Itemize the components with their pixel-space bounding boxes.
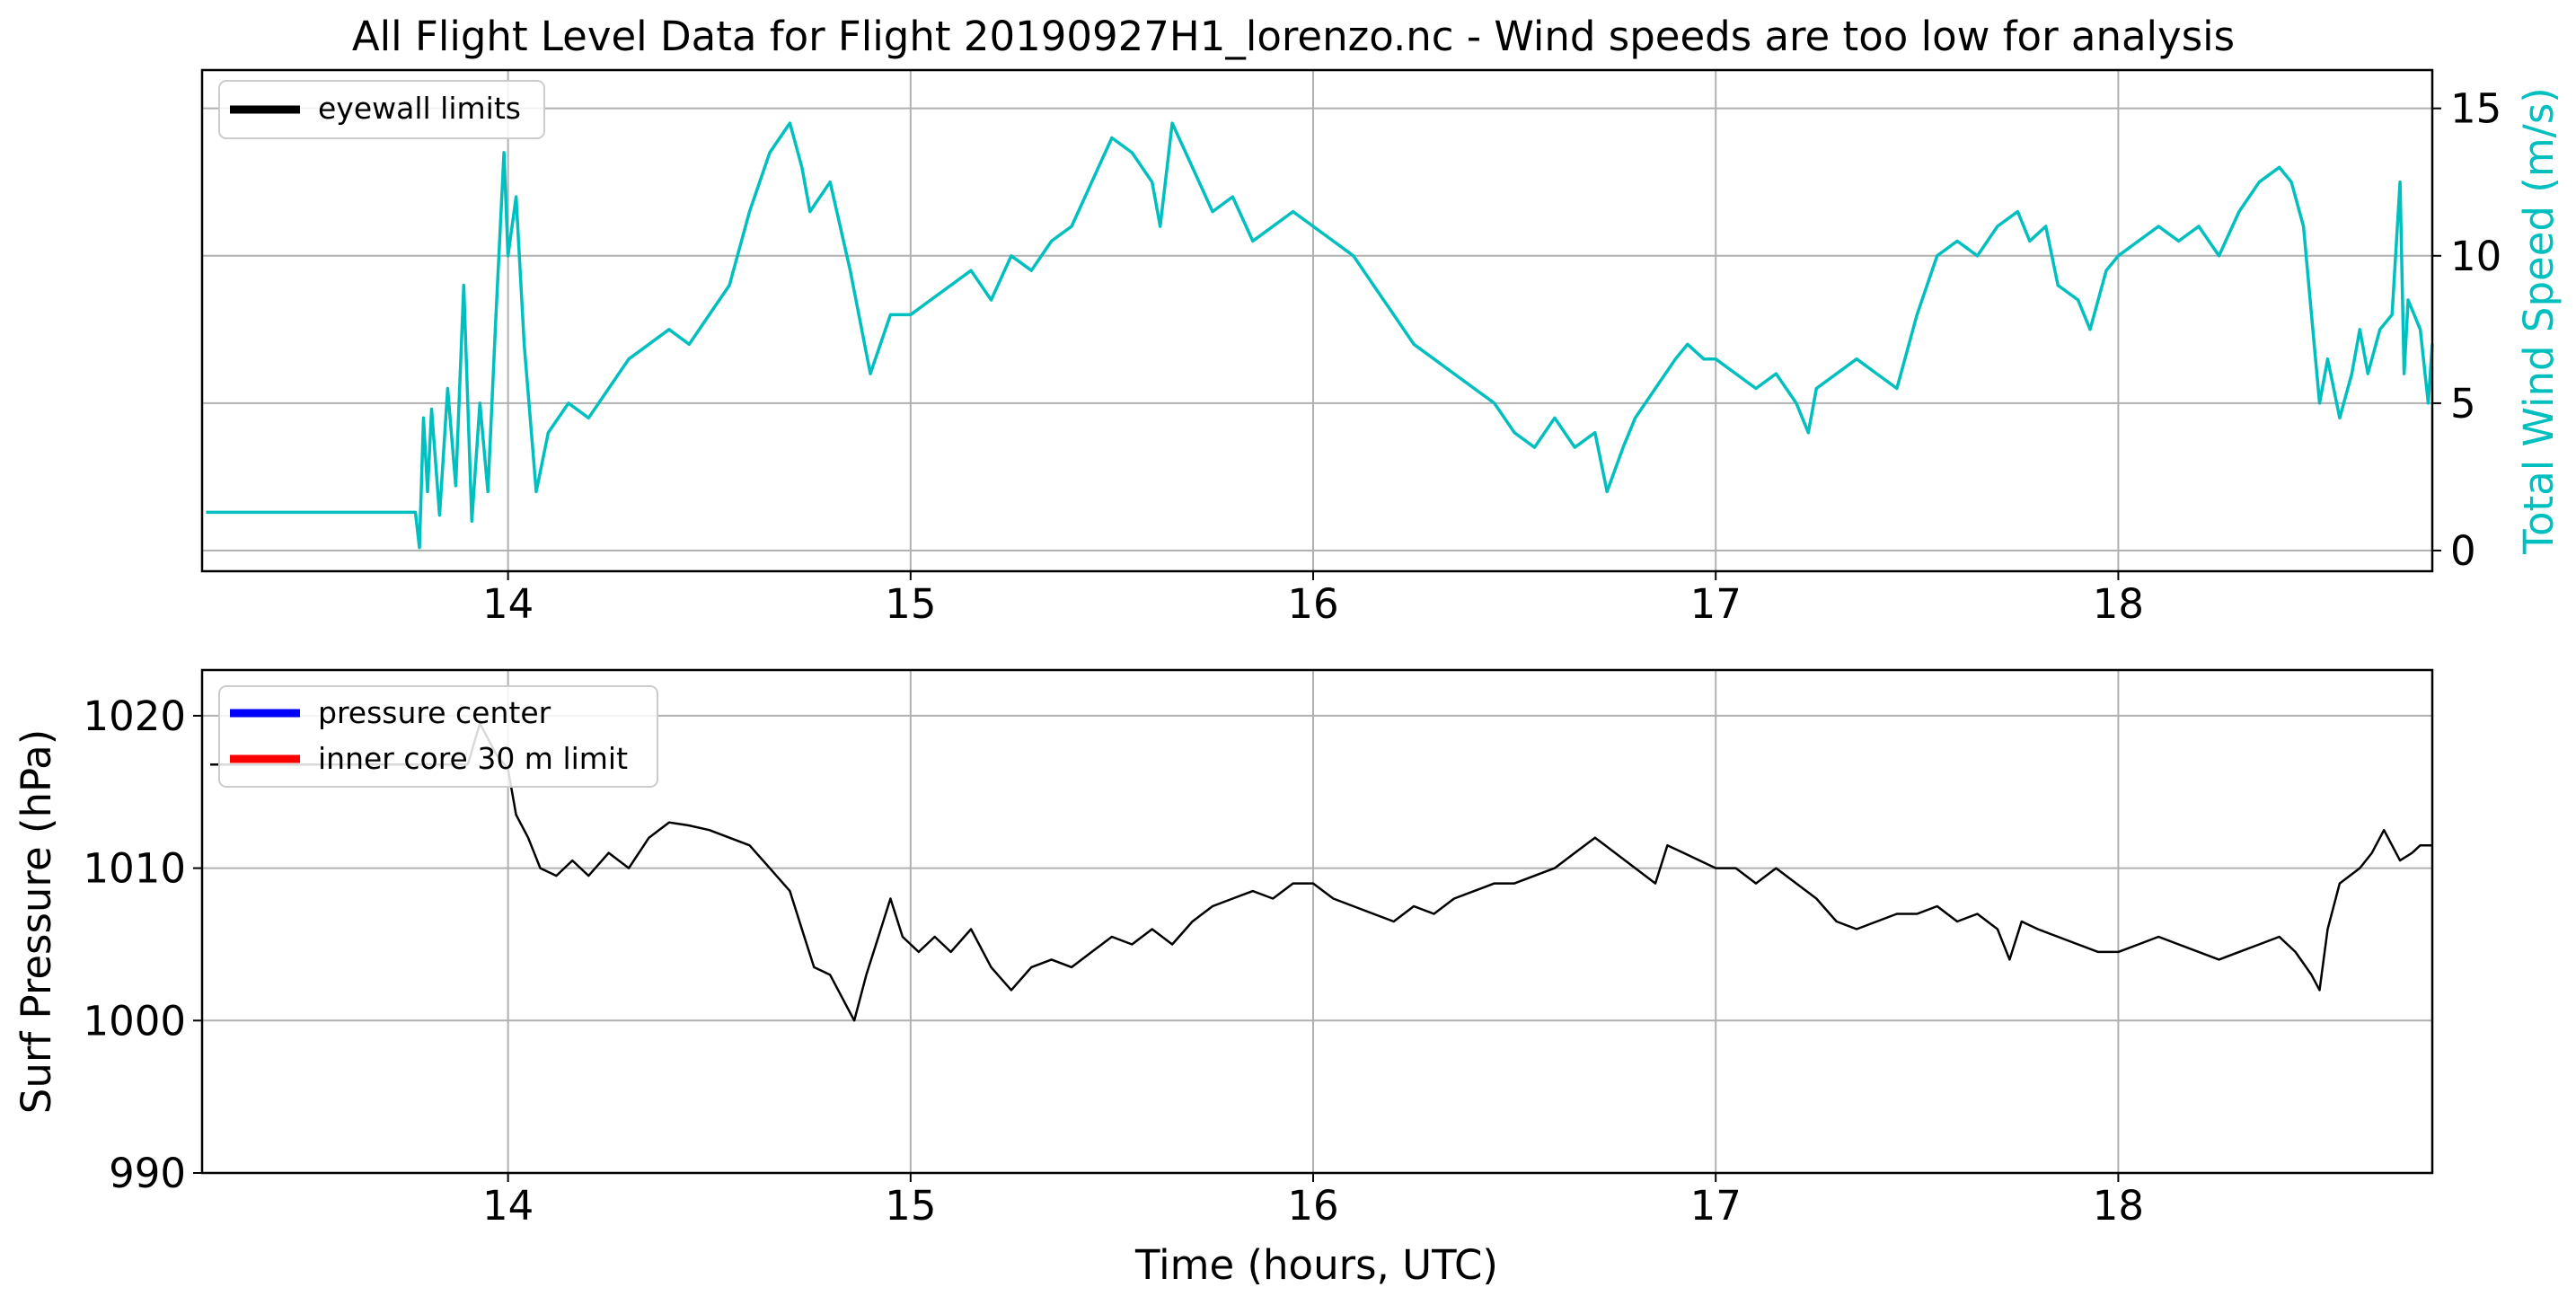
wind-speed-panel: 14 15 16 17 18 0 5 10 15 Total Wind Speed (m/s)… [200,68,2563,628]
pressure-line [210,722,2432,1022]
x-tick-label: 16 [1287,1182,1338,1230]
wind-y-axis-label: Total Wind Speed (m/s) [2515,87,2563,555]
wind-legend-box [218,80,545,139]
x-tick-label: 18 [2093,1182,2144,1230]
wind-grid [202,70,2432,571]
x-tick-label: 15 [885,1182,936,1230]
pressure-legend-box [218,685,658,788]
pressure-y-axis-label: Surf Pressure (hPa) [13,729,60,1115]
x-tick-label: 17 [1690,1182,1742,1230]
wind-legend: eyewall limits [218,80,545,139]
y-tick-label: 1010 [83,845,186,893]
y-tick-label: 0 [2450,527,2476,575]
y-tick-label: 10 [2450,233,2501,280]
x-tick-label: 18 [2093,580,2144,628]
x-tick-label: 14 [482,1182,534,1230]
y-tick-label: 1000 [83,997,186,1045]
time-x-axis-label: Time (hours, UTC) [1134,1241,1498,1289]
wind-plot-frame [200,68,2434,573]
x-tick-label: 17 [1690,580,1742,628]
y-tick-label: 1020 [83,692,186,740]
chart-title: All Flight Level Data for Flight 2019092… [352,13,2235,60]
wind-y-ticks: 0 5 10 15 [2432,85,2501,575]
pressure-y-ticks: 990 1000 1010 1020 [83,692,202,1197]
x-tick-label: 16 [1287,580,1338,628]
pressure-panel: 14 15 16 17 18 990 1000 1010 1020 Surf Pressure… [13,668,2434,1289]
legend-inner-core-limit: inner core 30 m limit [318,741,628,776]
pressure-legend: pressure center inner core 30 m limit [218,685,658,788]
legend-eyewall-limits: eyewall limits [318,91,521,126]
wind-x-ticks: 14 15 16 17 18 [482,571,2144,628]
x-tick-label: 14 [482,580,534,628]
wind-speed-line [206,121,2434,550]
x-tick-label: 15 [885,580,936,628]
pressure-x-ticks: 14 15 16 17 18 [482,1173,2144,1230]
y-tick-label: 5 [2450,380,2476,428]
y-tick-label: 990 [109,1150,186,1197]
pressure-plot-frame [200,668,2434,1175]
y-tick-label: 15 [2450,85,2501,133]
legend-pressure-center: pressure center [318,695,551,730]
